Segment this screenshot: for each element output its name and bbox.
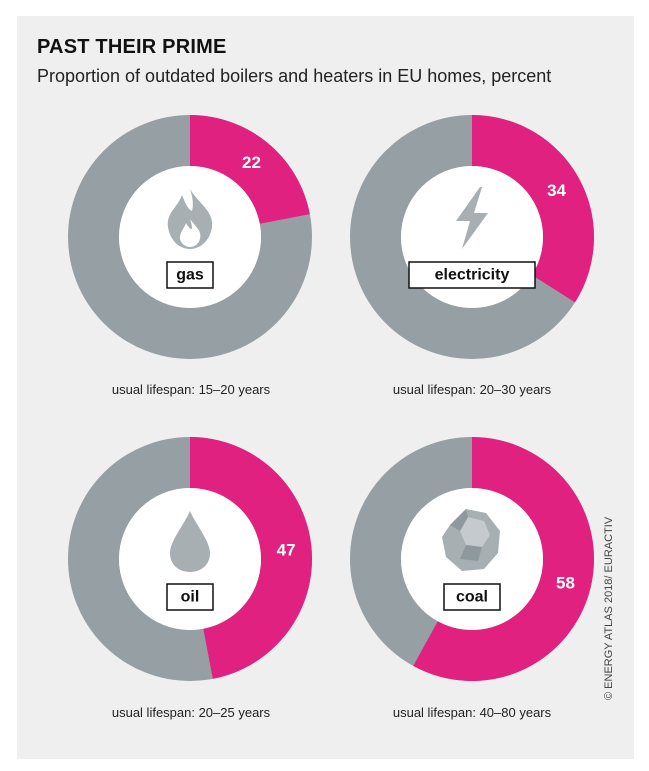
page-title: PAST THEIR PRIME <box>37 36 227 58</box>
value-label-coal: 58 <box>556 573 575 592</box>
value-label-gas: 22 <box>242 153 261 172</box>
lifespan-oil: usual lifespan: 20–25 years <box>111 705 271 720</box>
category-label-box-oil <box>166 583 214 611</box>
category-label-coal: coal <box>456 589 488 606</box>
page-subtitle: Proportion of outdated boilers and heate… <box>37 66 552 86</box>
category-label-gas: gas <box>176 267 204 284</box>
donut-charts: 22 gas 34 electricity 47 oil 58 coal <box>68 115 595 681</box>
donut-gas: 22 gas <box>68 115 312 359</box>
category-label-box-gas <box>166 261 214 289</box>
infographic-panel: PAST THEIR PRIME Proportion of outdated … <box>17 16 634 759</box>
coal-lump-icon <box>442 509 500 571</box>
category-label-oil: oil <box>181 589 200 606</box>
donut-slice-electricity <box>472 115 594 303</box>
drop-icon <box>170 511 210 572</box>
lifespan-coal: usual lifespan: 40–80 years <box>392 705 552 720</box>
flame-icon <box>167 189 213 249</box>
value-label-electricity: 34 <box>547 181 566 200</box>
donut-slice-oil <box>190 437 313 679</box>
category-label-box-electricity <box>408 261 536 289</box>
donut-slice-coal <box>413 437 595 681</box>
value-label-oil: 47 <box>277 540 296 559</box>
category-label-box-coal <box>443 583 501 611</box>
lifespan-electricity: usual lifespan: 20–30 years <box>392 382 552 397</box>
donut-oil: 47 oil <box>68 437 313 681</box>
donut-coal: 58 coal <box>350 437 595 681</box>
donut-slice-gas <box>190 115 310 224</box>
lifespan-gas: usual lifespan: 15–20 years <box>111 382 271 397</box>
lightning-icon <box>456 187 488 249</box>
donut-electricity: 34 electricity <box>350 115 594 359</box>
credit-line: © ENERGY ATLAS 2018/ EURACTIV <box>603 516 615 700</box>
category-label-electricity: electricity <box>435 267 510 284</box>
